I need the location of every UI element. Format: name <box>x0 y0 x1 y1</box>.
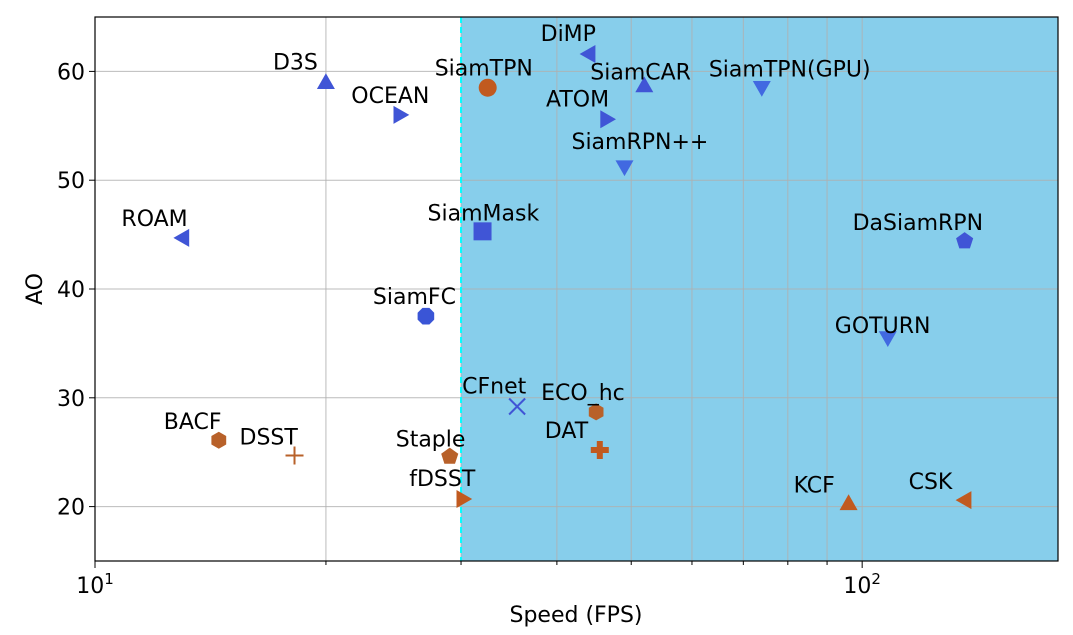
y-tick-label: 60 <box>57 60 85 85</box>
axis-ticks: 20 30 40 50 60 101 102 <box>57 60 881 599</box>
label-staple: Staple <box>396 428 466 453</box>
marker-dimp <box>579 45 596 63</box>
marker-eco-hc <box>588 403 604 421</box>
label-siamtpn-gpu-: SiamTPN(GPU) <box>709 58 871 83</box>
label-eco-hc: ECO_hc <box>541 381 625 406</box>
y-tick-label: 30 <box>57 387 85 412</box>
marker-dsst <box>285 446 304 465</box>
marker-csk <box>955 491 972 510</box>
marker-cfnet <box>508 397 526 416</box>
marker-siamfc <box>417 307 435 325</box>
label-goturn: GOTURN <box>835 314 931 339</box>
marker-siammask <box>473 222 492 241</box>
point-labels: D3S OCEAN ROAM SiamFC DiMP SiamTPN SiamCAR Siam… <box>121 22 983 498</box>
label-ocean: OCEAN <box>351 84 429 109</box>
y-axis-label: AO <box>23 273 48 305</box>
marker-kcf <box>839 494 858 511</box>
data-points <box>173 45 974 511</box>
marker-fdsst <box>456 490 473 508</box>
label-siammask: SiamMask <box>428 201 540 226</box>
marker-siamtpn <box>478 78 497 97</box>
label-siamrpn-: SiamRPN++ <box>571 130 708 155</box>
label-atom: ATOM <box>546 87 609 112</box>
marker-ocean <box>393 105 410 124</box>
label-dsst: DSST <box>240 425 299 450</box>
marker-dasiamrpn <box>956 232 974 249</box>
label-dat: DAT <box>545 419 589 444</box>
y-tick-label: 50 <box>57 169 85 194</box>
y-tick-label: 40 <box>57 278 85 303</box>
label-fdsst: fDSST <box>409 467 476 492</box>
label-dasiamrpn: DaSiamRPN <box>853 211 983 236</box>
label-siamfc: SiamFC <box>373 285 456 310</box>
label-roam: ROAM <box>121 207 187 232</box>
label-bacf: BACF <box>164 410 222 435</box>
marker-siamrpn- <box>615 160 634 177</box>
marker-atom <box>600 110 616 129</box>
marker-roam <box>173 228 190 247</box>
label-kcf: KCF <box>794 473 835 498</box>
label-d3s: D3S <box>273 50 318 75</box>
x-tick-label: 102 <box>843 570 881 599</box>
marker-d3s <box>316 73 335 89</box>
marker-siamtpn-gpu- <box>752 81 771 97</box>
marker-staple <box>441 447 459 464</box>
marker-goturn <box>878 331 897 347</box>
label-csk: CSK <box>909 470 953 495</box>
label-siamcar: SiamCAR <box>590 61 691 86</box>
marker-siamcar <box>635 76 654 93</box>
label-cfnet: CFnet <box>462 375 526 400</box>
y-tick-label: 20 <box>57 496 85 521</box>
label-dimp: DiMP <box>541 22 596 47</box>
label-siamtpn: SiamTPN <box>435 57 533 82</box>
x-axis-label: Speed (FPS) <box>509 603 642 628</box>
x-tick-label: 101 <box>76 570 114 599</box>
marker-dat <box>590 441 609 460</box>
marker-bacf <box>211 431 227 449</box>
